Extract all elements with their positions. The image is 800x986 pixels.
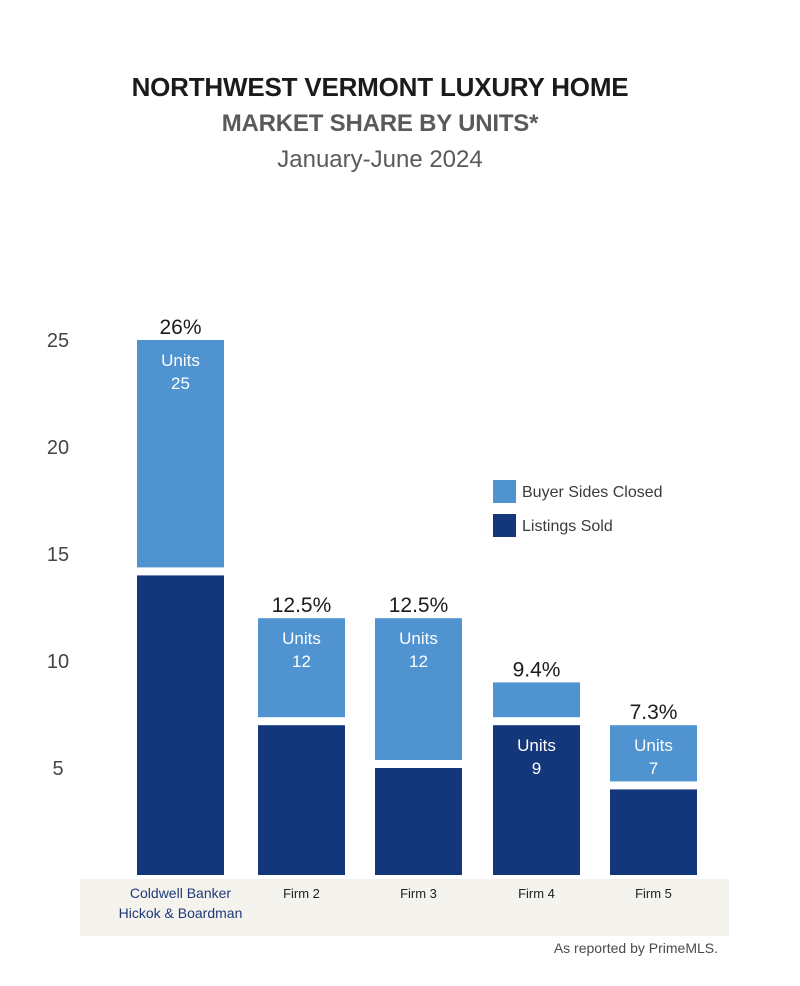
bar-listings-sold <box>137 575 224 875</box>
legend-swatch <box>493 480 516 503</box>
category-label: Firm 2 <box>283 886 320 901</box>
y-tick-label: 25 <box>47 330 69 352</box>
bar-buyer-sides <box>493 682 580 718</box>
units-value: 25 <box>171 374 190 393</box>
y-tick-label: 10 <box>47 651 69 673</box>
legend-label: Buyer Sides Closed <box>522 484 663 501</box>
bar-buyer-sides <box>610 725 697 782</box>
chart-date-range: January-June 2024 <box>277 146 483 173</box>
share-label: 7.3% <box>630 701 678 724</box>
units-label: Units <box>399 629 438 648</box>
category-label: Firm 5 <box>635 886 672 901</box>
bar-buyer-sides <box>375 618 462 760</box>
share-label: 9.4% <box>513 658 561 681</box>
share-label: 12.5% <box>272 594 332 617</box>
category-label: Firm 4 <box>518 886 555 901</box>
units-label: Units <box>517 736 556 755</box>
bar-listings-sold <box>610 789 697 875</box>
units-label: Units <box>282 629 321 648</box>
legend-swatch <box>493 514 516 537</box>
share-label: 26% <box>159 316 201 339</box>
y-tick-label: 20 <box>47 437 69 459</box>
chart-subtitle: MARKET SHARE BY UNITS* <box>221 110 539 137</box>
category-band <box>80 879 729 936</box>
bar-listings-sold <box>375 768 462 875</box>
legend-label: Listings Sold <box>522 518 613 535</box>
bar-listings-sold <box>258 725 345 875</box>
category-label: Hickok & Boardman <box>119 905 243 921</box>
units-value: 12 <box>292 652 311 671</box>
units-label: Units <box>634 736 673 755</box>
units-label: Units <box>161 351 200 370</box>
bar-buyer-sides <box>137 340 224 568</box>
units-value: 7 <box>649 759 658 778</box>
source-note: As reported by PrimeMLS. <box>553 940 718 956</box>
y-tick-label: 15 <box>47 544 69 566</box>
units-value: 9 <box>532 759 541 778</box>
bar-listings-sold <box>493 725 580 875</box>
y-tick-label: 5 <box>52 758 63 780</box>
category-label: Firm 3 <box>400 886 437 901</box>
chart-title: NORTHWEST VERMONT LUXURY HOME <box>131 72 629 102</box>
bar-buyer-sides <box>258 618 345 718</box>
share-label: 12.5% <box>389 594 449 617</box>
units-value: 12 <box>409 652 428 671</box>
category-label: Coldwell Banker <box>130 885 231 901</box>
